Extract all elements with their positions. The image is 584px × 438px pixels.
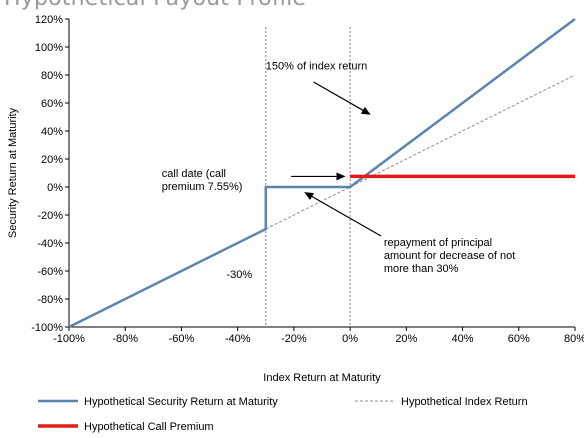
y-tick-label: 100%	[35, 42, 63, 54]
x-tick-label: 0%	[342, 333, 358, 345]
y-tick-label: -40%	[37, 238, 63, 250]
y-axis-title: Security Return at Maturity	[7, 107, 19, 238]
annotation-line: call date (call	[162, 168, 226, 180]
annotation-line: premium 7.55%)	[162, 181, 243, 193]
y-tick-label: 60%	[41, 98, 63, 110]
annotation-arrows	[291, 81, 382, 237]
annotation-line: -30%	[226, 269, 252, 281]
x-tick-label: -20%	[281, 333, 307, 345]
series-layer	[68, 17, 576, 329]
x-tick-label: -100%	[53, 333, 85, 345]
x-tick-label: 60%	[508, 333, 530, 345]
arrow-repayment	[304, 192, 382, 237]
y-tick-label: 20%	[41, 154, 63, 166]
x-axis-title: Index Return at Maturity	[263, 372, 381, 384]
y-tick-label: 80%	[41, 70, 63, 82]
series-line-index-return	[265, 74, 576, 230]
legend-item: Hypothetical Index Return	[355, 396, 528, 408]
axes: -100% -80% -60% -40% -20% 0% 20% 40% 60% 80% 100% 1…	[7, 14, 584, 384]
annotation-line: more than 30%	[384, 263, 459, 275]
chart-title: Hypothetical Payout Profile	[4, 0, 306, 11]
x-tick-label: 80%	[564, 333, 584, 345]
series-line-security-return	[68, 17, 576, 329]
legend-item: Hypothetical Security Return at Maturity	[38, 396, 278, 408]
annotation-line: amount for decrease of not	[384, 250, 515, 262]
y-tick-label: 120%	[35, 14, 63, 26]
y-tick-label: -20%	[37, 210, 63, 222]
annotation-line: repayment of principal	[384, 237, 492, 249]
legend: Hypothetical Security Return at Maturity…	[38, 396, 528, 433]
annotation-neg30: -30%	[226, 269, 252, 281]
x-tick-label: -80%	[112, 333, 138, 345]
legend-label: Hypothetical Security Return at Maturity	[84, 396, 278, 408]
y-tick-label: -60%	[37, 266, 63, 278]
x-tick-label: -40%	[225, 333, 251, 345]
x-tick-label: -60%	[169, 333, 195, 345]
x-tick-label: 20%	[395, 333, 417, 345]
annotation-index150: 150% of index return	[266, 60, 368, 72]
arrow-150-index	[313, 81, 371, 115]
legend-label: Hypothetical Index Return	[401, 396, 528, 408]
y-tick-label: -100%	[31, 322, 63, 334]
y-tick-label: -80%	[37, 294, 63, 306]
annotations: 150% of index return call date (callpremi…	[162, 60, 516, 281]
y-tick-label: 40%	[41, 126, 63, 138]
x-tick-label: 40%	[452, 333, 474, 345]
legend-label: Hypothetical Call Premium	[84, 421, 214, 433]
y-tick-label: 0%	[47, 182, 63, 194]
legend-item: Hypothetical Call Premium	[38, 421, 214, 433]
annotation-line: 150% of index return	[266, 60, 368, 72]
